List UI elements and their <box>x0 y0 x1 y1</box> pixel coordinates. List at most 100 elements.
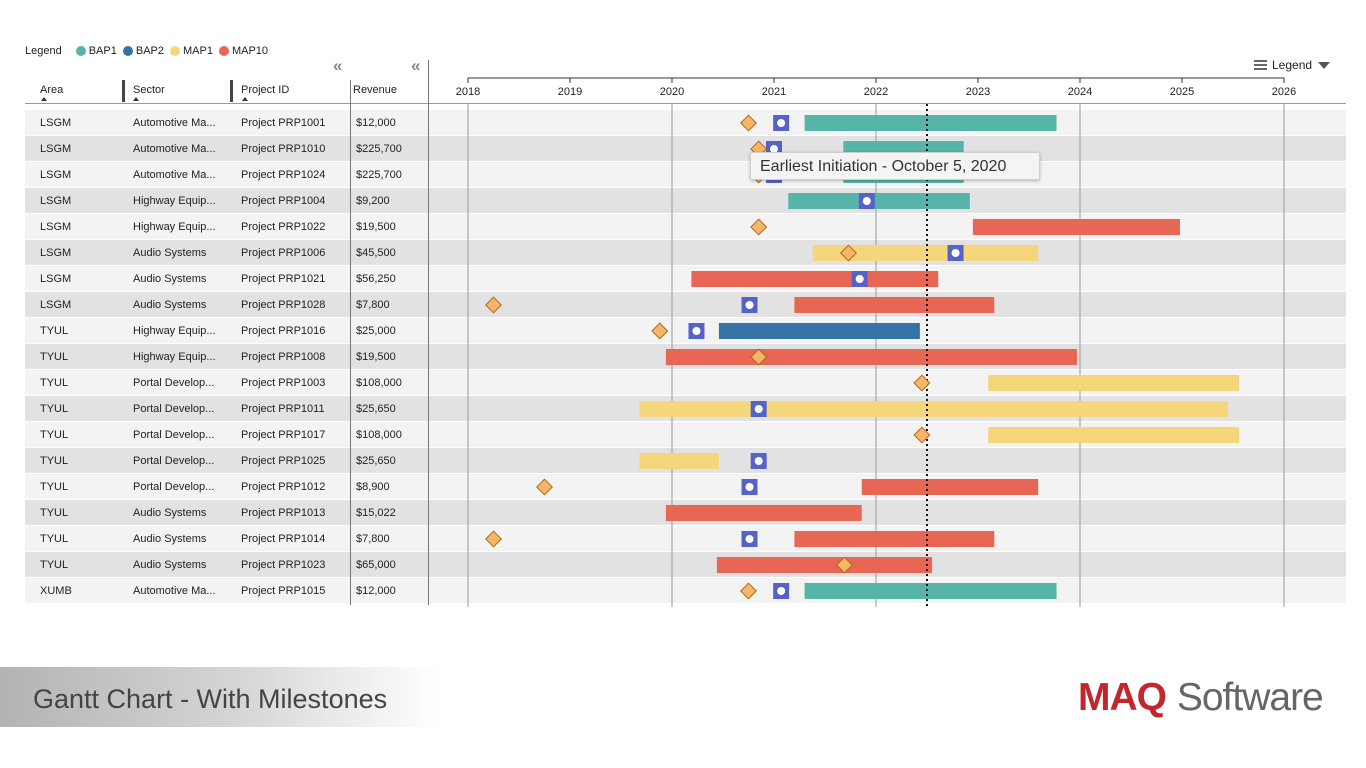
table-row[interactable] <box>25 292 1346 317</box>
sort-asc-icon[interactable] <box>41 97 47 101</box>
cell-area: TYUL <box>40 351 69 363</box>
cell-project-id: Project PRP1004 <box>241 195 326 207</box>
brand-logo: MAQ Software <box>1078 676 1324 720</box>
cell-project-id: Project PRP1003 <box>241 377 326 389</box>
cell-revenue: $225,700 <box>356 143 402 155</box>
legend-item-bap1[interactable]: BAP1 <box>75 45 117 57</box>
milestone-diamond[interactable] <box>740 582 757 600</box>
legend-label: MAP1 <box>183 45 213 57</box>
cell-sector: Automotive Ma... <box>133 585 216 597</box>
milestone-square-dot <box>745 483 754 491</box>
milestone-diamond[interactable] <box>750 348 768 366</box>
gantt-bar[interactable] <box>988 375 1240 391</box>
gantt-bar[interactable] <box>812 245 1039 261</box>
legend-item-map1[interactable]: MAP1 <box>170 45 213 57</box>
column-resize-handle[interactable] <box>122 80 125 102</box>
table-row[interactable] <box>25 266 1346 291</box>
table-row[interactable] <box>25 474 1346 499</box>
collapse-columns-icon[interactable]: « <box>411 56 421 75</box>
legend-button-label: Legend <box>1272 58 1313 72</box>
table-row[interactable] <box>25 578 1346 603</box>
gantt-bar[interactable] <box>988 427 1240 443</box>
milestone-diamond[interactable] <box>750 218 768 236</box>
gantt-bar[interactable] <box>861 479 1039 495</box>
cell-area: TYUL <box>40 559 69 571</box>
milestone-diamond[interactable] <box>839 244 857 262</box>
axis-tick-label: 2022 <box>864 86 888 98</box>
milestone-square-dot <box>745 535 754 543</box>
cell-sector: Portal Develop... <box>133 455 215 467</box>
column-resize-handle[interactable] <box>230 80 233 102</box>
gantt-bar[interactable] <box>804 583 1057 599</box>
footer-title: Gantt Chart - With Milestones <box>33 684 388 714</box>
legend-title: Legend <box>25 45 62 57</box>
column-header-sector[interactable]: Sector <box>133 84 165 96</box>
gantt-bar[interactable] <box>665 505 862 521</box>
cell-revenue: $19,500 <box>356 351 396 363</box>
milestone-diamond[interactable] <box>835 556 853 574</box>
table-row[interactable] <box>25 110 1346 135</box>
sort-asc-icon[interactable] <box>133 97 139 101</box>
cell-revenue: $12,000 <box>356 117 396 129</box>
gantt-bar[interactable] <box>794 297 995 313</box>
table-row[interactable] <box>25 552 1346 577</box>
legend-item-map10[interactable]: MAP10 <box>218 45 268 57</box>
legend-dropdown-button[interactable]: Legend <box>1254 58 1331 72</box>
map1-dot-icon <box>170 46 180 56</box>
gantt-chart: 2018 2019 2020 2021 2022 2023 2024 2025 2026 <box>456 77 1296 607</box>
milestone-square-dot <box>745 301 754 309</box>
table-row[interactable] <box>25 318 1346 343</box>
legend-label: BAP2 <box>135 45 164 57</box>
table-row[interactable] <box>25 526 1346 551</box>
gantt-bar[interactable] <box>718 323 920 339</box>
sort-asc-icon[interactable] <box>242 97 248 101</box>
brand-rest: Software <box>1176 676 1324 719</box>
column-header-project-id[interactable]: Project ID <box>241 84 290 96</box>
column-header-revenue[interactable]: Revenue <box>353 84 398 96</box>
gantt-bar[interactable] <box>639 401 1228 417</box>
header-divider <box>25 103 1346 104</box>
gantt-bar[interactable] <box>691 271 939 287</box>
milestone-diamond[interactable] <box>536 478 553 496</box>
cell-area: TYUL <box>40 533 69 545</box>
gantt-bar[interactable] <box>665 349 1077 365</box>
milestone-diamond[interactable] <box>740 114 757 132</box>
gantt-bar[interactable] <box>804 115 1057 131</box>
cell-sector: Highway Equip... <box>133 325 216 337</box>
cell-revenue: $8,900 <box>356 481 390 493</box>
milestone-diamond[interactable] <box>651 322 669 340</box>
table-row[interactable] <box>25 162 1346 187</box>
cell-revenue: $19,500 <box>356 221 396 233</box>
cell-project-id: Project PRP1014 <box>241 533 326 545</box>
cell-revenue: $45,500 <box>356 247 396 259</box>
legend-item-bap2[interactable]: BAP2 <box>122 45 164 57</box>
column-header-area[interactable]: Area <box>40 84 64 96</box>
cell-project-id: Project PRP1015 <box>241 585 326 597</box>
milestone-diamond[interactable] <box>485 530 502 548</box>
cell-area: LSGM <box>40 247 72 259</box>
axis-tick-label: 2025 <box>1170 86 1194 98</box>
milestone-diamond[interactable] <box>485 296 502 314</box>
table-row[interactable] <box>25 240 1346 265</box>
milestone-diamond[interactable] <box>913 426 931 444</box>
collapse-grid-icon[interactable]: « <box>333 56 343 75</box>
cell-area: XUMB <box>40 585 72 597</box>
gantt-bar[interactable] <box>972 219 1180 235</box>
gantt-bar[interactable] <box>794 531 995 547</box>
cell-project-id: Project PRP1025 <box>241 455 326 467</box>
gantt-bar[interactable] <box>639 453 719 469</box>
cell-sector: Automotive Ma... <box>133 143 216 155</box>
cell-area: LSGM <box>40 169 72 181</box>
gantt-bar[interactable] <box>716 557 933 573</box>
cell-revenue: $7,800 <box>356 299 390 311</box>
milestone-diamond[interactable] <box>913 374 931 392</box>
cell-project-id: Project PRP1001 <box>241 117 326 129</box>
cell-project-id: Project PRP1022 <box>241 221 326 233</box>
gantt-bar[interactable] <box>788 193 970 209</box>
table-row[interactable] <box>25 188 1346 213</box>
cell-project-id: Project PRP1016 <box>241 325 326 337</box>
cell-revenue: $225,700 <box>356 169 402 181</box>
table-row[interactable] <box>25 136 1346 161</box>
cell-project-id: Project PRP1013 <box>241 507 326 519</box>
cell-sector: Audio Systems <box>133 299 207 311</box>
